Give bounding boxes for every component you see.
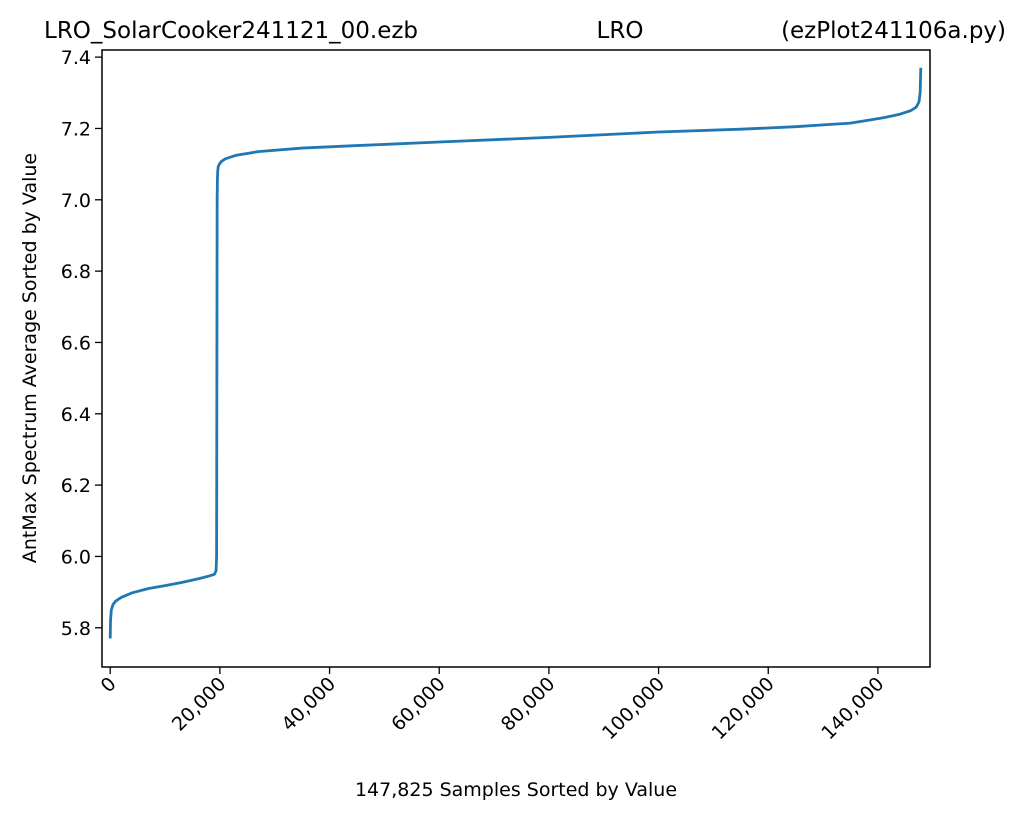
title-left: LRO_SolarCooker241121_00.ezb	[44, 18, 418, 44]
x-axis: 0 20,000 40,000 60,000 80,000 100,000 120,000 1…	[97, 667, 888, 744]
x-tick-label: 140,000	[817, 673, 888, 744]
y-tick-label: 5.8	[61, 618, 91, 640]
title-center: LRO	[597, 18, 644, 44]
y-tick-label: 6.6	[61, 332, 91, 354]
x-tick-label: 40,000	[278, 673, 341, 736]
x-tick-label: 20,000	[168, 673, 231, 736]
y-tick-label: 7.2	[61, 118, 91, 140]
y-tick-label: 7.4	[61, 47, 91, 69]
x-tick-label: 120,000	[708, 673, 779, 744]
plot-frame	[101, 49, 931, 668]
x-tick-label: 0	[97, 673, 121, 697]
y-axis: 5.8 6.0 6.2 6.4 6.6 6.8 7.0 7.2 7.4	[61, 47, 102, 640]
plot-series	[108, 67, 923, 639]
series-line	[108, 67, 923, 639]
y-tick-label: 6.2	[61, 475, 91, 497]
x-tick-label: 60,000	[387, 673, 450, 736]
x-tick-label: 80,000	[497, 673, 560, 736]
y-tick-label: 6.4	[61, 404, 91, 426]
y-axis-label: AntMax Spectrum Average Sorted by Value	[19, 153, 41, 563]
x-axis-label: 147,825 Samples Sorted by Value	[355, 779, 677, 801]
title-right: (ezPlot241106a.py)	[781, 18, 1006, 44]
y-tick-label: 6.8	[61, 261, 91, 283]
y-tick-label: 6.0	[61, 546, 91, 568]
y-tick-label: 7.0	[61, 190, 91, 212]
x-tick-label: 100,000	[598, 673, 669, 744]
